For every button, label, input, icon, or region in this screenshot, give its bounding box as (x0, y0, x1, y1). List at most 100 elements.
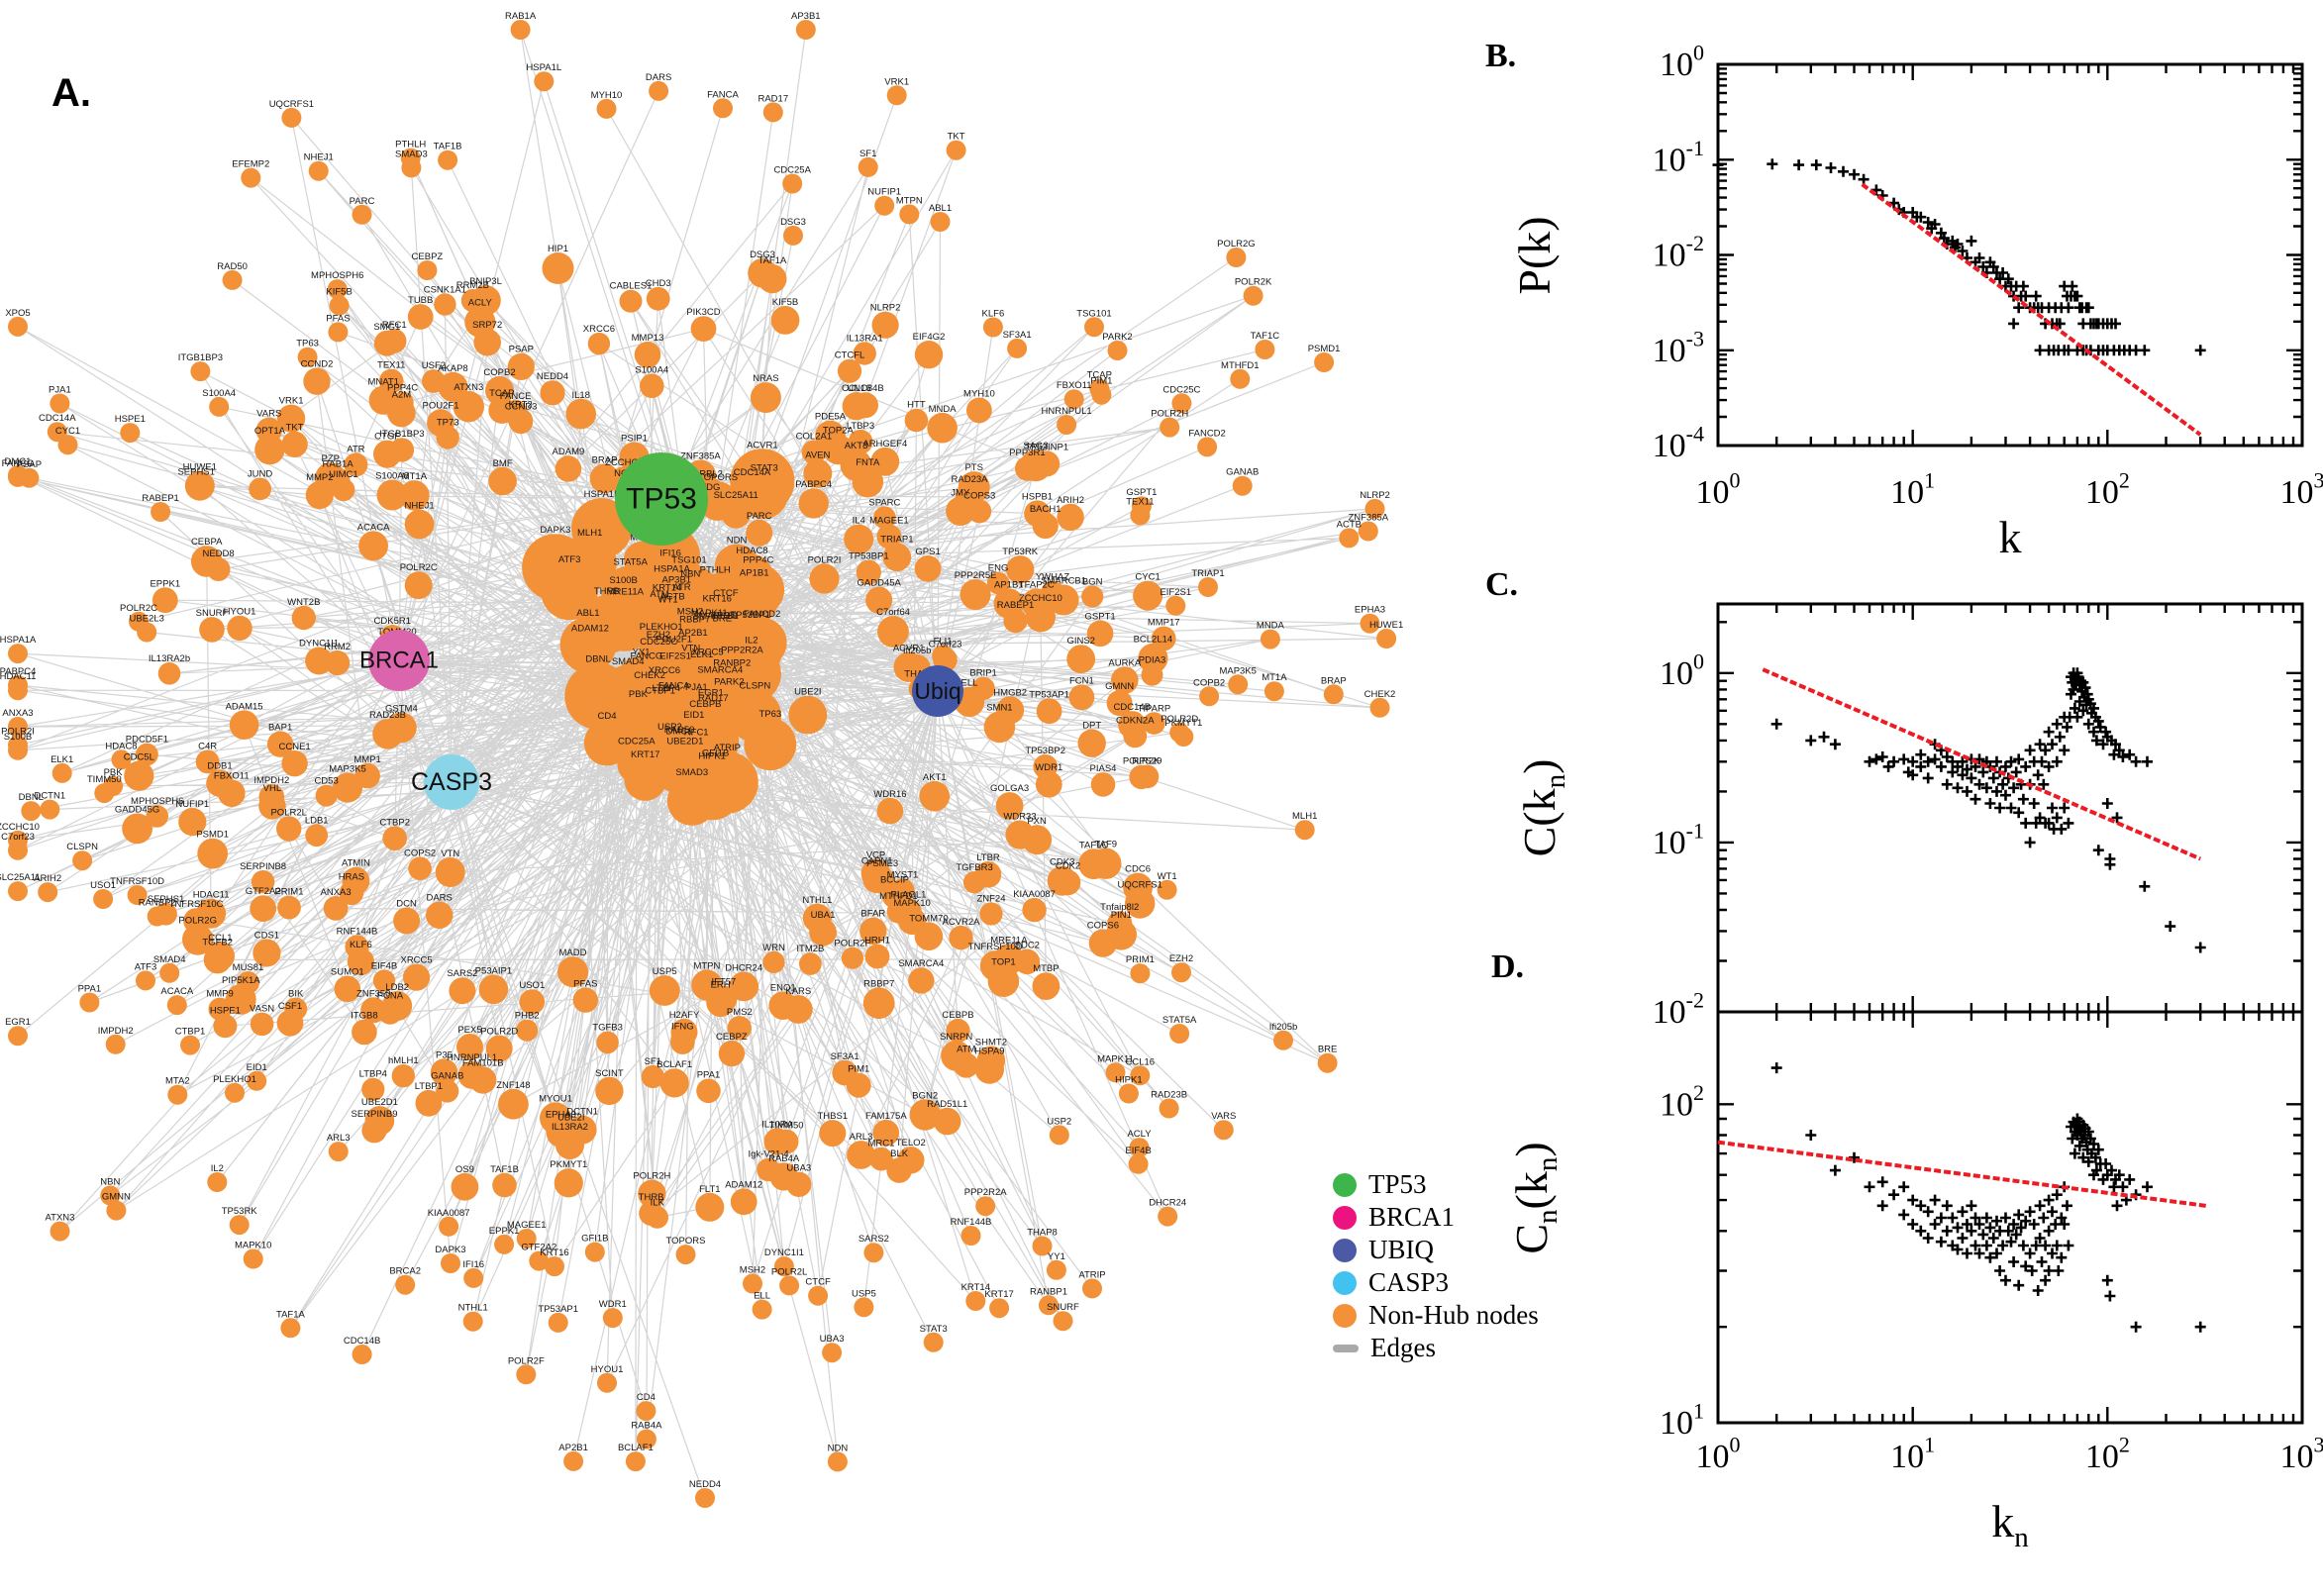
axis-ticks (1716, 1012, 2304, 1425)
svg-text:EPPK1: EPPK1 (489, 1226, 520, 1237)
svg-text:RABEP1: RABEP1 (142, 493, 179, 504)
svg-text:KRT16: KRT16 (702, 594, 731, 605)
svg-text:101: 101 (1660, 1399, 1704, 1442)
legend-item: UBIQ (1333, 1234, 1539, 1266)
svg-text:VARS: VARS (1211, 1111, 1236, 1122)
svg-text:TP73: TP73 (437, 417, 459, 428)
svg-text:THAP8: THAP8 (1027, 1228, 1058, 1239)
svg-text:MNAT1: MNAT1 (367, 377, 399, 388)
svg-text:FNTA: FNTA (856, 457, 880, 468)
svg-text:HSPA1A: HSPA1A (0, 635, 37, 646)
svg-text:PRIM1: PRIM1 (1126, 954, 1155, 965)
svg-text:CSF1: CSF1 (278, 1001, 302, 1012)
svg-text:GMNN: GMNN (1105, 681, 1134, 692)
svg-text:NHEJ1: NHEJ1 (405, 501, 435, 512)
panel-c-label: C. (1485, 566, 1519, 603)
svg-text:HSPE1: HSPE1 (210, 1005, 241, 1016)
svg-text:HIPK1: HIPK1 (1115, 1075, 1142, 1086)
svg-text:HRAS: HRAS (339, 872, 364, 883)
svg-text:PDE5A: PDE5A (815, 412, 847, 423)
svg-text:NBN: NBN (100, 1177, 120, 1188)
svg-text:UBA3: UBA3 (820, 1334, 845, 1345)
svg-text:EID1: EID1 (683, 710, 704, 721)
svg-text:TRIAP1: TRIAP1 (880, 535, 913, 546)
svg-text:POLR2D: POLR2D (1161, 714, 1198, 725)
svg-text:HTT: HTT (907, 400, 926, 411)
svg-text:CYC1: CYC1 (55, 426, 80, 437)
svg-text:GADD45A: GADD45A (858, 578, 902, 589)
svg-text:AVEN: AVEN (805, 450, 830, 461)
svg-text:10-2: 10-2 (1653, 231, 1704, 273)
svg-text:JUND: JUND (248, 469, 272, 480)
svg-text:ACLY: ACLY (468, 298, 493, 309)
svg-text:DHCR24: DHCR24 (1149, 1198, 1186, 1209)
svg-text:SMAD3: SMAD3 (395, 149, 428, 159)
svg-text:SMARCB1: SMARCB1 (1041, 576, 1086, 587)
svg-text:CTGF: CTGF (374, 432, 400, 443)
svg-text:CEBPA: CEBPA (191, 537, 223, 548)
svg-text:EZH2: EZH2 (1169, 953, 1193, 964)
svg-text:ENO1: ENO1 (770, 983, 796, 994)
svg-text:POU2F1: POU2F1 (656, 635, 692, 646)
svg-text:GTF2A2: GTF2A2 (521, 1243, 556, 1253)
svg-text:BAP1: BAP1 (268, 723, 292, 734)
svg-text:WDR1: WDR1 (599, 1299, 627, 1310)
svg-text:EPHA3: EPHA3 (1355, 605, 1385, 616)
svg-text:MUS81: MUS81 (233, 962, 264, 973)
svg-text:ATRIP: ATRIP (1078, 1269, 1105, 1280)
svg-text:CABLES1: CABLES1 (610, 281, 653, 292)
svg-text:PPP2R2A: PPP2R2A (964, 1187, 1007, 1198)
svg-text:GPS1: GPS1 (915, 547, 940, 557)
svg-text:CTCFL: CTCFL (835, 350, 865, 361)
svg-text:EPPK1: EPPK1 (150, 578, 180, 589)
y-axis-label: Cn(kn) (1506, 1142, 1564, 1253)
ppi-network-graph: ARL3 CDC14A MAGEE1 DHCR24 TP53RK KIAA0087 THAP… (0, 11, 1403, 1508)
svg-text:TCAP: TCAP (489, 388, 514, 399)
svg-text:RANBP1: RANBP1 (1030, 1286, 1067, 1297)
svg-text:TP53RK: TP53RK (222, 1206, 258, 1217)
svg-text:TAF1C: TAF1C (1251, 331, 1280, 342)
svg-text:ABL1: ABL1 (576, 608, 599, 619)
svg-text:hMLH1: hMLH1 (388, 1055, 419, 1066)
svg-text:PZP: PZP (321, 453, 339, 464)
svg-text:CDC14A: CDC14A (39, 413, 76, 424)
svg-text:RRM2: RRM2 (324, 642, 351, 652)
svg-text:MAGEE1: MAGEE1 (507, 1220, 547, 1231)
svg-text:SMARCB1: SMARCB1 (693, 611, 739, 622)
svg-text:THBS1: THBS1 (817, 1111, 848, 1122)
svg-text:ACACA: ACACA (357, 522, 390, 533)
plot-panel-C: 10-2 10-1 100 C(kn) (1514, 602, 2304, 1031)
svg-text:IL4: IL4 (853, 516, 865, 527)
svg-text:SERPINB9: SERPINB9 (352, 1109, 398, 1120)
legend-item-label: Edges (1370, 1333, 1436, 1362)
svg-text:MLH1: MLH1 (577, 528, 602, 539)
svg-text:HNRNPUL1: HNRNPUL1 (1041, 406, 1091, 417)
svg-text:FANCA: FANCA (658, 680, 690, 691)
power-law-fit-line (1762, 667, 2201, 861)
scatter-points (1770, 667, 2206, 953)
plot-panel-B: 10-4 10-3 10-2 10-1 100 100 101 102 103 k P(k) (1509, 41, 2323, 562)
svg-text:SDC2: SDC2 (1015, 941, 1040, 951)
svg-text:PSAP: PSAP (509, 345, 534, 355)
svg-text:FANCD2: FANCD2 (744, 609, 780, 620)
svg-text:S100A4: S100A4 (202, 388, 236, 399)
svg-text:AP3B1: AP3B1 (791, 11, 821, 22)
svg-text:IL13RA2b: IL13RA2b (149, 653, 190, 664)
svg-text:CAPN1: CAPN1 (861, 855, 893, 866)
svg-text:NHEJ1: NHEJ1 (304, 152, 334, 163)
svg-text:RAB1A: RAB1A (323, 458, 354, 469)
svg-text:DAPK3: DAPK3 (540, 525, 570, 536)
svg-text:Igk-V21-4: Igk-V21-4 (749, 1149, 789, 1160)
svg-text:BRE: BRE (713, 613, 733, 624)
x-axis-label: k (1999, 512, 2022, 562)
svg-text:PCNA: PCNA (377, 991, 404, 1002)
svg-text:MTPN: MTPN (896, 195, 923, 206)
svg-text:ITM2B: ITM2B (796, 944, 824, 954)
svg-text:CCND2: CCND2 (301, 359, 334, 370)
svg-text:SRP72: SRP72 (472, 320, 502, 331)
svg-text:SEPHS1: SEPHS1 (148, 894, 185, 905)
svg-text:TELO2: TELO2 (896, 1138, 926, 1148)
hub-node-CASP3 (424, 754, 479, 810)
svg-text:ZNF148: ZNF148 (496, 1080, 530, 1091)
svg-text:POLR2K: POLR2K (1123, 756, 1161, 767)
